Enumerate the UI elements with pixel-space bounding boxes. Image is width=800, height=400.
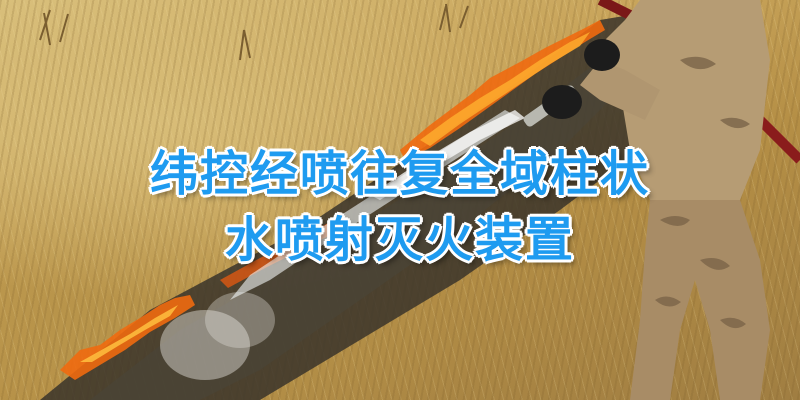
firefighter-legs — [630, 200, 770, 400]
camo-pattern — [655, 56, 750, 329]
firefighter-sleeve — [580, 60, 660, 120]
smoke-cloud — [160, 310, 250, 380]
ash-patch — [90, 60, 640, 400]
banner-headline: 纬控经喷往复全域柱状 水喷射灭火装置 — [0, 150, 800, 264]
dry-weed — [39, 3, 469, 61]
headline-line-2: 水喷射灭火装置 — [224, 212, 575, 268]
glove-lower — [542, 85, 582, 119]
smoke-cloud — [205, 292, 275, 348]
water-spray-core — [370, 110, 525, 200]
fire-line-upper-glow — [420, 32, 590, 146]
headline-line-1: 纬控经喷往复全域柱状 — [149, 146, 650, 202]
glove-upper — [584, 39, 620, 71]
fire-line-lower-glow — [80, 305, 178, 362]
firefighter-torso — [600, 0, 770, 210]
